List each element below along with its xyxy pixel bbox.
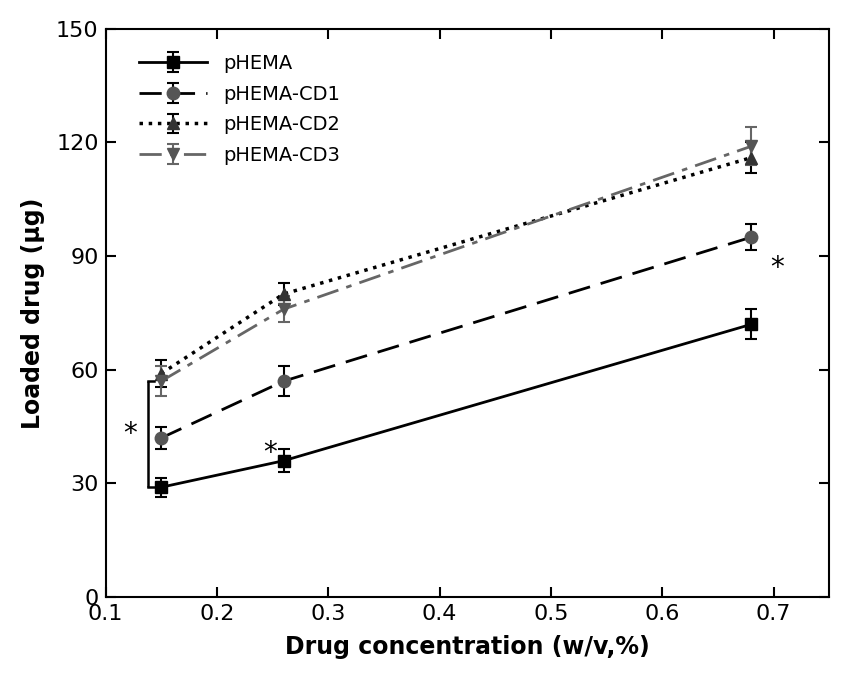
Text: *: * bbox=[770, 254, 784, 282]
Y-axis label: Loaded drug (µg): Loaded drug (µg) bbox=[21, 197, 45, 428]
Text: *: * bbox=[264, 439, 277, 467]
Text: *: * bbox=[123, 420, 137, 448]
Legend: pHEMA, pHEMA-CD1, pHEMA-CD2, pHEMA-CD3: pHEMA, pHEMA-CD1, pHEMA-CD2, pHEMA-CD3 bbox=[130, 44, 349, 175]
X-axis label: Drug concentration (w/v,%): Drug concentration (w/v,%) bbox=[285, 635, 649, 659]
